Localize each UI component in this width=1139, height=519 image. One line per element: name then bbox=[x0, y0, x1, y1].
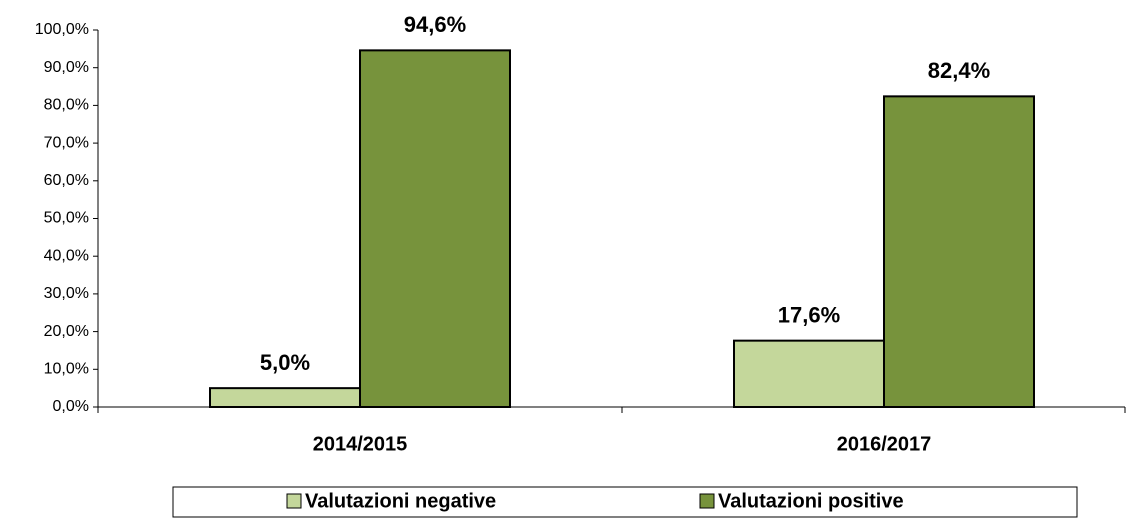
x-tick-label: 2014/2015 bbox=[313, 433, 408, 455]
y-tick-label: 30,0% bbox=[44, 285, 89, 302]
legend-label: Valutazioni negative bbox=[305, 490, 496, 512]
y-tick-label: 20,0% bbox=[44, 323, 89, 340]
y-tick-label: 100,0% bbox=[35, 21, 89, 38]
legend-box bbox=[172, 486, 1078, 518]
x-tick-label: 2016/2017 bbox=[837, 433, 932, 455]
bar bbox=[359, 49, 511, 408]
data-label: 94,6% bbox=[404, 12, 466, 37]
y-tick-label: 70,0% bbox=[44, 134, 89, 151]
data-label: 82,4% bbox=[928, 58, 990, 83]
data-label: 5,0% bbox=[260, 350, 310, 375]
legend-swatch bbox=[699, 493, 715, 509]
data-label: 17,6% bbox=[778, 302, 840, 327]
legend-label: Valutazioni positive bbox=[718, 490, 904, 512]
legend-swatch bbox=[286, 493, 302, 509]
y-tick-label: 90,0% bbox=[44, 59, 89, 76]
bar bbox=[883, 95, 1035, 409]
y-tick-label: 50,0% bbox=[44, 210, 89, 227]
bar bbox=[733, 339, 885, 409]
bar bbox=[209, 387, 361, 408]
y-tick-label: 40,0% bbox=[44, 247, 89, 264]
y-tick-label: 60,0% bbox=[44, 172, 89, 189]
y-tick-label: 80,0% bbox=[44, 97, 89, 114]
y-tick-label: 0,0% bbox=[53, 398, 89, 415]
y-tick-label: 10,0% bbox=[44, 361, 89, 378]
